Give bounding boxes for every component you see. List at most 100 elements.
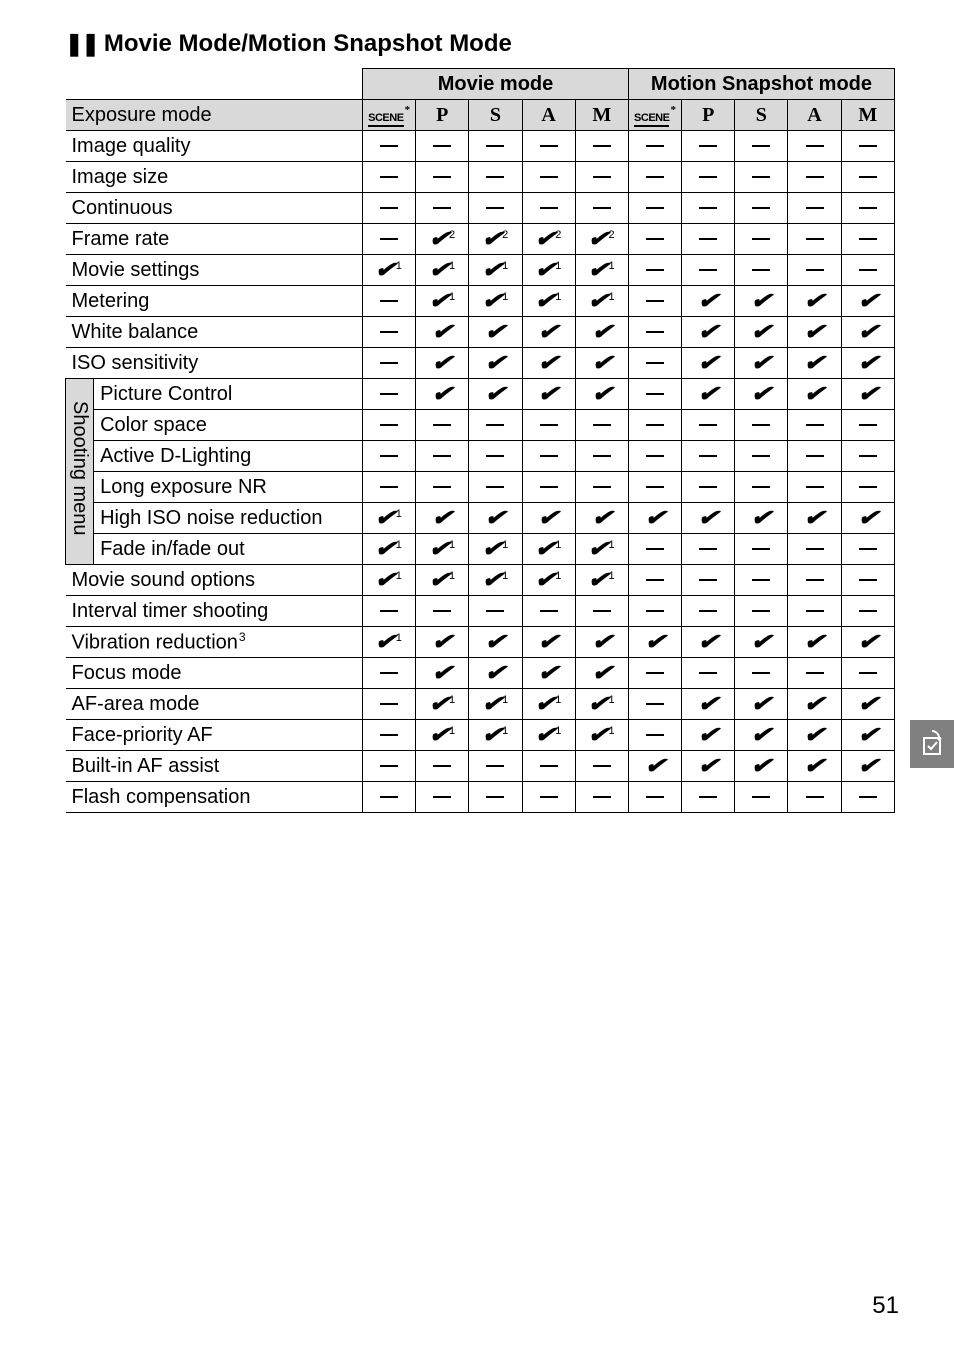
- compat-cell: ✔1: [363, 503, 416, 534]
- compat-cell: ✔1: [522, 565, 575, 596]
- dash-mark: [646, 393, 664, 395]
- dash-mark: [433, 486, 451, 488]
- compat-cell: ✔: [788, 751, 841, 782]
- compat-cell: ✔1: [469, 534, 522, 565]
- dash-mark: [699, 610, 717, 612]
- check-mark: ✔: [534, 536, 556, 562]
- row-label: Continuous: [66, 193, 363, 224]
- compat-cell: [628, 410, 681, 441]
- exposure-col-header: M: [575, 100, 628, 131]
- check-mark: ✔: [697, 350, 719, 376]
- compat-cell: ✔1: [416, 534, 469, 565]
- compat-cell: ✔: [522, 317, 575, 348]
- table-row: Image size: [66, 162, 895, 193]
- dash-mark: [593, 424, 611, 426]
- compat-cell: [788, 224, 841, 255]
- compat-cell: ✔: [788, 627, 841, 658]
- compat-cell: ✔2: [469, 224, 522, 255]
- compat-cell: ✔: [682, 689, 735, 720]
- compat-cell: ✔: [788, 379, 841, 410]
- compat-cell: [416, 162, 469, 193]
- check-mark: ✔: [374, 536, 396, 562]
- row-label: ISO sensitivity: [66, 348, 363, 379]
- check-mark: ✔: [374, 505, 396, 531]
- compat-cell: ✔: [735, 503, 788, 534]
- title-squares: ❚❚: [65, 31, 98, 57]
- compat-cell: [522, 162, 575, 193]
- footnote-ref: 3: [239, 630, 246, 644]
- compat-cell: [628, 255, 681, 286]
- dash-mark: [699, 145, 717, 147]
- compat-cell: [628, 472, 681, 503]
- row-label: Movie settings: [66, 255, 363, 286]
- row-label: Vibration reduction3: [66, 627, 363, 658]
- compat-cell: [469, 410, 522, 441]
- compat-cell: [628, 782, 681, 813]
- check-mark: ✔: [428, 536, 450, 562]
- compat-cell: ✔1: [416, 689, 469, 720]
- compat-cell: [363, 596, 416, 627]
- compat-cell: [575, 410, 628, 441]
- compat-cell: [735, 162, 788, 193]
- compat-cell: [575, 596, 628, 627]
- compat-cell: [628, 720, 681, 751]
- check-mark: ✔: [587, 722, 609, 748]
- dash-mark: [646, 672, 664, 674]
- compat-cell: [841, 441, 894, 472]
- check-mark: ✔: [481, 567, 503, 593]
- compat-cell: [735, 472, 788, 503]
- dash-mark: [486, 455, 504, 457]
- exposure-col-header: P: [682, 100, 735, 131]
- dash-mark: [486, 796, 504, 798]
- check-mark: ✔: [750, 753, 772, 779]
- dash-mark: [699, 672, 717, 674]
- dash-mark: [593, 176, 611, 178]
- dash-mark: [380, 424, 398, 426]
- compat-cell: [628, 534, 681, 565]
- check-mark: ✔: [857, 629, 879, 655]
- compat-cell: ✔1: [575, 720, 628, 751]
- compat-cell: [469, 596, 522, 627]
- compat-cell: [363, 193, 416, 224]
- check-mark: ✔: [803, 722, 825, 748]
- compat-cell: [363, 472, 416, 503]
- check-mark: ✔: [750, 381, 772, 407]
- compat-cell: [735, 131, 788, 162]
- compat-cell: [416, 193, 469, 224]
- dash-mark: [433, 145, 451, 147]
- dash-mark: [859, 238, 877, 240]
- dash-mark: [752, 548, 770, 550]
- compat-cell: ✔: [841, 317, 894, 348]
- dash-mark: [593, 796, 611, 798]
- compat-cell: ✔: [469, 379, 522, 410]
- dash-mark: [859, 672, 877, 674]
- check-mark: ✔: [538, 629, 560, 655]
- compat-cell: [363, 751, 416, 782]
- check-mark: ✔: [750, 629, 772, 655]
- feature-compat-table: Movie mode Motion Snapshot mode Exposure…: [65, 68, 895, 813]
- compat-cell: ✔: [735, 317, 788, 348]
- dash-mark: [486, 176, 504, 178]
- compat-cell: [841, 565, 894, 596]
- compat-cell: [735, 658, 788, 689]
- dash-mark: [859, 455, 877, 457]
- check-mark: ✔: [803, 753, 825, 779]
- compat-cell: [841, 162, 894, 193]
- dash-mark: [806, 486, 824, 488]
- check-mark: ✔: [374, 629, 396, 655]
- compat-cell: [363, 286, 416, 317]
- dash-mark: [540, 176, 558, 178]
- compat-cell: ✔: [788, 503, 841, 534]
- table-row: AF-area mode✔1✔1✔1✔1✔✔✔✔: [66, 689, 895, 720]
- compat-cell: [522, 782, 575, 813]
- table-row: Movie settings✔1✔1✔1✔1✔1: [66, 255, 895, 286]
- compat-cell: [363, 162, 416, 193]
- footnote-ref: 1: [396, 632, 402, 644]
- compat-cell: [788, 596, 841, 627]
- compat-cell: [363, 782, 416, 813]
- compat-cell: [735, 565, 788, 596]
- dash-mark: [486, 207, 504, 209]
- exposure-col-header: A: [522, 100, 575, 131]
- check-mark: ✔: [431, 319, 453, 345]
- check-mark: ✔: [803, 505, 825, 531]
